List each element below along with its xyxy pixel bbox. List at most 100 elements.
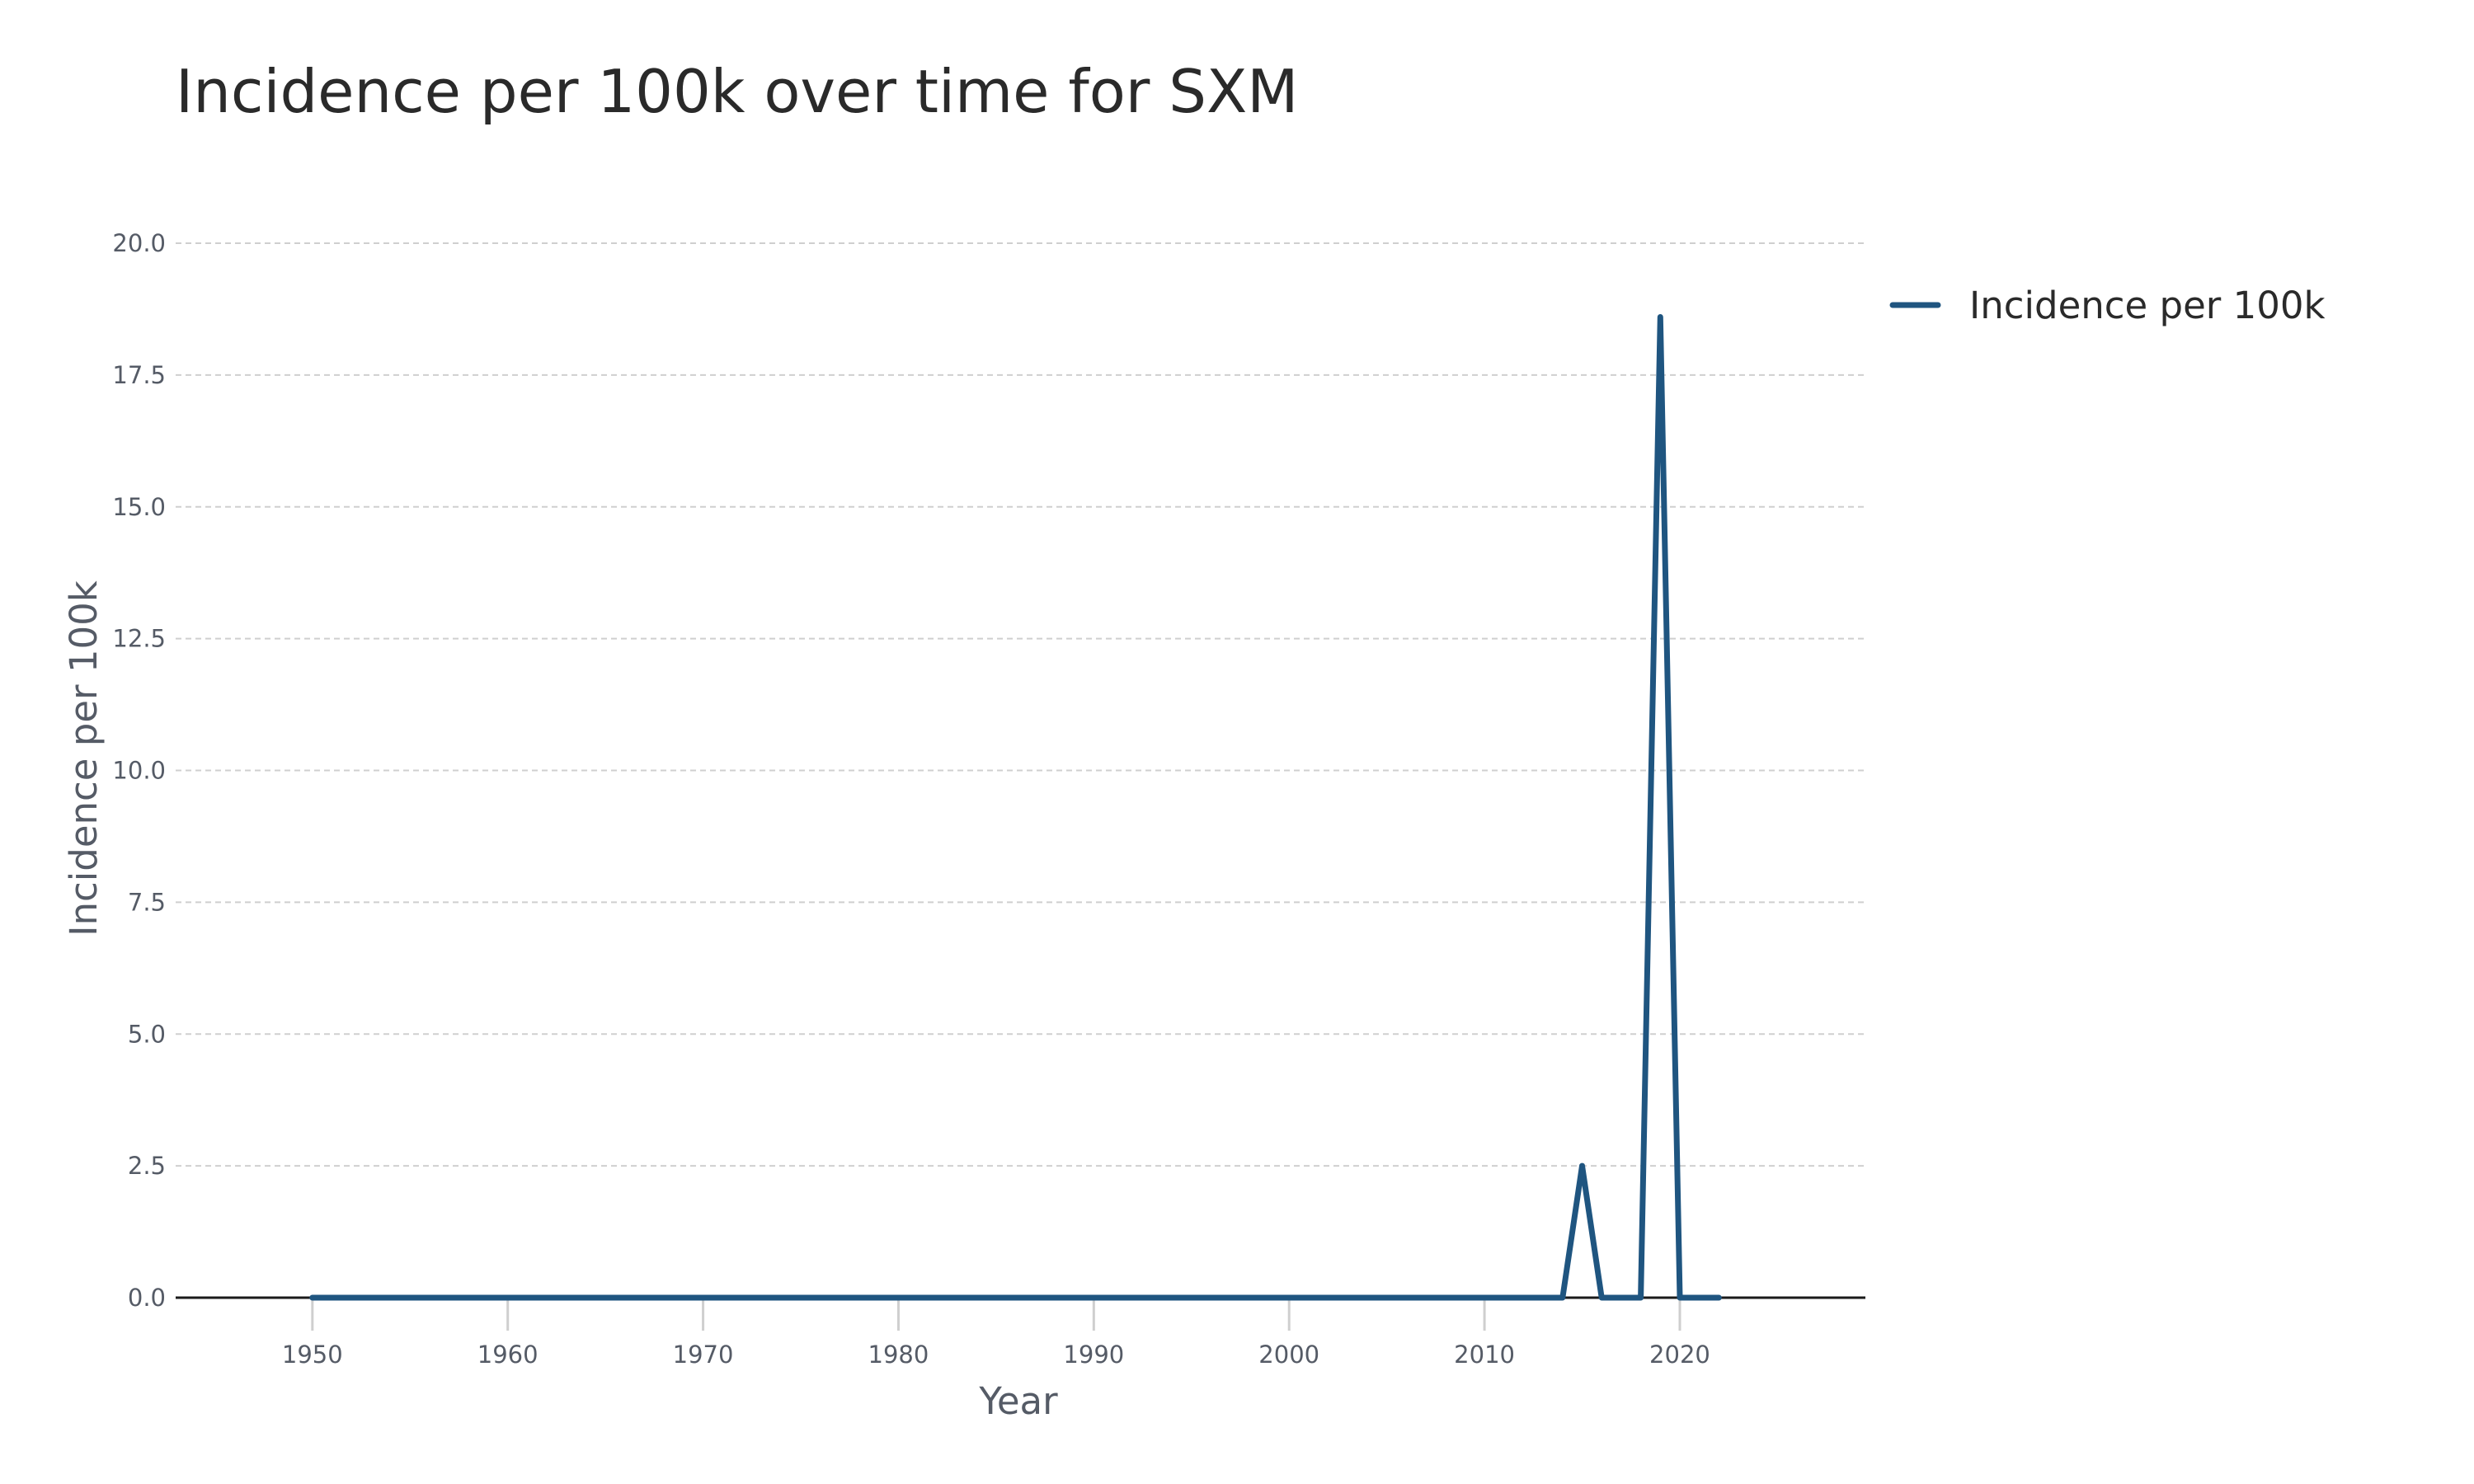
data-point[interactable]	[855, 1294, 863, 1302]
data-point[interactable]	[1500, 1294, 1508, 1302]
data-point[interactable]	[894, 1294, 902, 1302]
data-point[interactable]	[1539, 1294, 1547, 1302]
data-point[interactable]	[1422, 1294, 1430, 1302]
data-point[interactable]	[1168, 1294, 1176, 1302]
y-tick-label: 15.0	[112, 493, 166, 521]
data-point[interactable]	[934, 1294, 942, 1302]
data-point[interactable]	[328, 1294, 336, 1302]
data-point[interactable]	[504, 1294, 512, 1302]
data-point[interactable]	[914, 1294, 922, 1302]
data-point[interactable]	[1148, 1294, 1156, 1302]
data-point[interactable]	[367, 1294, 375, 1302]
data-point[interactable]	[1676, 1294, 1684, 1302]
data-point[interactable]	[426, 1294, 434, 1302]
data-point[interactable]	[347, 1294, 355, 1302]
data-point[interactable]	[1305, 1294, 1313, 1302]
chart-title: Incidence per 100k over time for SXM	[176, 57, 1298, 126]
data-point[interactable]	[1089, 1294, 1098, 1302]
gridlines	[176, 242, 1865, 1167]
data-point[interactable]	[1519, 1294, 1527, 1302]
data-point[interactable]	[1559, 1294, 1567, 1302]
data-point[interactable]	[1285, 1294, 1293, 1302]
x-axis-title: Year	[978, 1379, 1058, 1423]
data-point[interactable]	[1109, 1294, 1117, 1302]
data-point[interactable]	[1442, 1294, 1450, 1302]
data-point[interactable]	[1402, 1294, 1410, 1302]
data-point[interactable]	[738, 1294, 746, 1302]
x-tick-label: 1950	[282, 1341, 343, 1369]
data-point[interactable]	[1188, 1294, 1196, 1302]
legend[interactable]: Incidence per 100k	[1889, 284, 2326, 327]
x-axis: 1950 1960 1970 1980 1990 2000 2010 2020	[282, 1298, 1710, 1369]
data-point[interactable]	[1480, 1294, 1489, 1302]
series-line[interactable]	[309, 314, 1722, 1301]
data-point[interactable]	[1696, 1294, 1704, 1302]
y-tick-label: 10.0	[112, 757, 166, 785]
data-point[interactable]	[1246, 1294, 1254, 1302]
y-tick-label: 12.5	[112, 625, 166, 653]
data-point[interactable]	[875, 1294, 883, 1302]
y-tick-label: 5.0	[128, 1020, 166, 1048]
x-tick-label: 1980	[868, 1341, 929, 1369]
data-point[interactable]	[1206, 1294, 1215, 1302]
x-tick-label: 2010	[1454, 1341, 1515, 1369]
data-point[interactable]	[1637, 1294, 1645, 1302]
x-tick-label: 2000	[1258, 1341, 1319, 1369]
y-tick-label: 2.5	[128, 1152, 166, 1180]
data-point[interactable]	[601, 1294, 609, 1302]
x-tick-label: 1990	[1063, 1341, 1124, 1369]
data-point[interactable]	[1324, 1294, 1333, 1302]
data-point[interactable]	[1070, 1294, 1079, 1302]
data-point[interactable]	[699, 1294, 708, 1302]
data-point[interactable]	[797, 1294, 805, 1302]
data-point[interactable]	[308, 1294, 317, 1302]
data-point[interactable]	[835, 1294, 844, 1302]
series-layer	[308, 313, 1723, 1302]
data-point[interactable]	[680, 1294, 688, 1302]
data-point[interactable]	[777, 1294, 785, 1302]
data-point[interactable]	[758, 1294, 766, 1302]
data-point[interactable]	[718, 1294, 727, 1302]
data-point[interactable]	[1597, 1294, 1606, 1302]
data-point[interactable]	[581, 1294, 590, 1302]
data-point[interactable]	[816, 1294, 825, 1302]
data-point[interactable]	[1031, 1294, 1039, 1302]
data-point[interactable]	[1129, 1294, 1137, 1302]
data-point[interactable]	[1012, 1294, 1020, 1302]
data-point[interactable]	[1578, 1162, 1587, 1170]
data-point[interactable]	[1266, 1294, 1274, 1302]
data-point[interactable]	[484, 1294, 492, 1302]
data-point[interactable]	[621, 1294, 629, 1302]
data-point[interactable]	[972, 1294, 981, 1302]
data-point[interactable]	[992, 1294, 1000, 1302]
data-point[interactable]	[660, 1294, 668, 1302]
data-point[interactable]	[1363, 1294, 1371, 1302]
y-tick-label: 7.5	[128, 888, 166, 916]
x-tick-label: 1960	[477, 1341, 539, 1369]
legend-label[interactable]: Incidence per 100k	[1969, 284, 2326, 327]
data-point[interactable]	[1343, 1294, 1352, 1302]
data-point[interactable]	[1460, 1294, 1469, 1302]
y-tick-label: 17.5	[112, 361, 166, 389]
data-point[interactable]	[641, 1294, 649, 1302]
data-point[interactable]	[543, 1294, 551, 1302]
data-point[interactable]	[1617, 1294, 1625, 1302]
data-point[interactable]	[1383, 1294, 1391, 1302]
y-axis-title: Incidence per 100k	[62, 580, 106, 937]
data-point[interactable]	[523, 1294, 531, 1302]
x-tick-label: 2020	[1649, 1341, 1710, 1369]
x-tick-label: 1970	[673, 1341, 734, 1369]
data-point[interactable]	[1226, 1294, 1235, 1302]
data-point[interactable]	[406, 1294, 414, 1302]
y-tick-label: 20.0	[112, 229, 166, 257]
data-point[interactable]	[1714, 1294, 1723, 1302]
data-point[interactable]	[445, 1294, 454, 1302]
y-tick-label: 0.0	[128, 1284, 166, 1312]
data-point[interactable]	[1051, 1294, 1059, 1302]
data-point[interactable]	[387, 1294, 395, 1302]
data-point[interactable]	[464, 1294, 473, 1302]
data-point[interactable]	[562, 1294, 571, 1302]
data-point[interactable]	[953, 1294, 962, 1302]
data-point[interactable]	[1656, 313, 1664, 322]
